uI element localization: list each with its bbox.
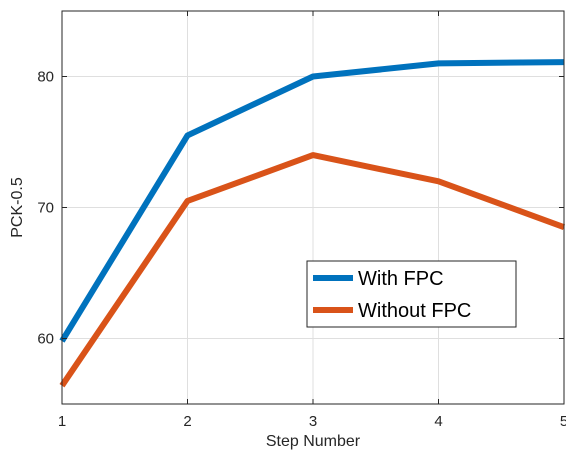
legend-label: With FPC bbox=[358, 268, 444, 290]
x-tick-label: 4 bbox=[434, 413, 442, 430]
grid bbox=[61, 11, 565, 404]
x-tick-label: 2 bbox=[183, 413, 191, 430]
x-tick-label: 3 bbox=[309, 413, 317, 430]
legend-label: Without FPC bbox=[358, 300, 471, 322]
x-tick-label: 5 bbox=[560, 413, 566, 430]
y-tick-label: 70 bbox=[37, 200, 54, 217]
y-axis-label: PCK-0.5 bbox=[9, 177, 26, 238]
y-tick-label: 60 bbox=[37, 331, 54, 348]
series-lines bbox=[59, 59, 566, 388]
x-axis-label: Step Number bbox=[266, 433, 361, 450]
x-tick-label: 1 bbox=[58, 413, 66, 430]
legend-box bbox=[306, 260, 517, 328]
legend: With FPC Without FPC bbox=[306, 260, 517, 328]
y-tick-label: 80 bbox=[37, 69, 54, 86]
axis-ticks: 1 2 3 4 5 60 70 80 bbox=[37, 11, 566, 430]
